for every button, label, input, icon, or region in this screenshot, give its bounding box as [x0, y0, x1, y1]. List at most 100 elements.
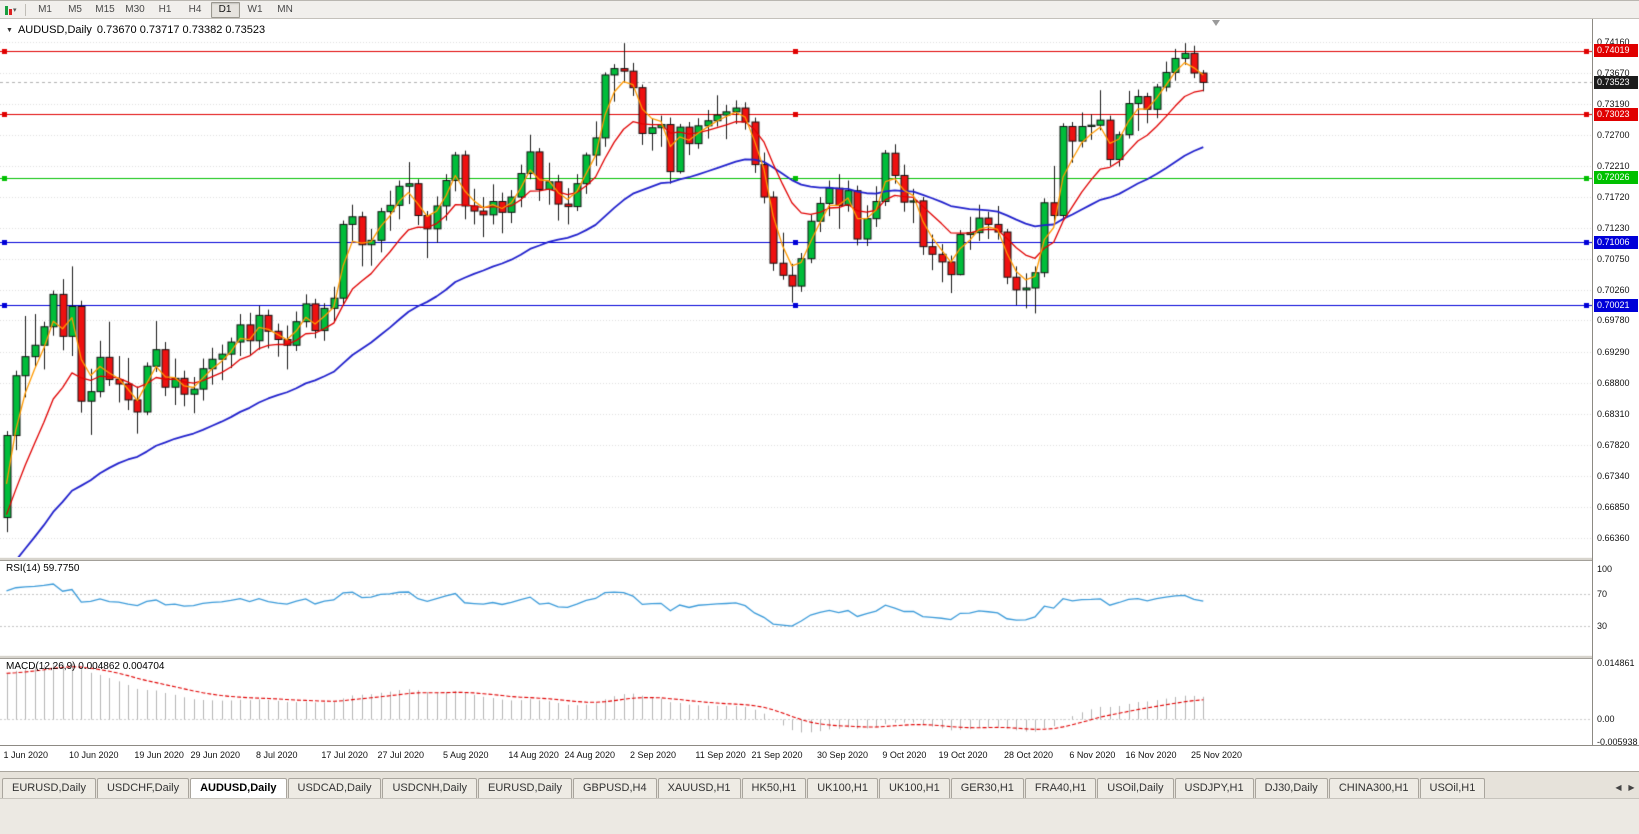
date-tick-label: 11 Sep 2020 — [695, 750, 746, 760]
level-price-label: 0.73023 — [1594, 107, 1638, 121]
chart-tab-fra40-h1[interactable]: FRA40,H1 — [1024, 778, 1097, 798]
chart-tab-uk100-h1[interactable]: UK100,H1 — [878, 778, 950, 798]
date-tick-label: 1 Jun 2020 — [3, 750, 49, 760]
chart-tab-gbpusd-h4[interactable]: GBPUSD,H4 — [573, 778, 657, 798]
chevron-down-icon[interactable]: ▾ — [13, 6, 17, 14]
chart-title: ▼ AUDUSD,Daily 0.73670 0.73717 0.73382 0… — [6, 24, 265, 36]
chart-tab-usoil-h1[interactable]: USOil,H1 — [1419, 778, 1486, 798]
chart-tab-dj30-daily[interactable]: DJ30,Daily — [1254, 778, 1328, 798]
toolbar-divider — [24, 3, 26, 16]
level-price-label: 0.70021 — [1594, 298, 1638, 312]
current-price-label: 0.73523 — [1594, 75, 1638, 89]
chart-type-button[interactable]: ▾ — [3, 2, 19, 17]
rsi-panel-canvas[interactable] — [0, 561, 1592, 655]
chart-ohlc-values: 0.73670 0.73717 0.73382 0.73523 — [96, 24, 266, 36]
timeframe-button-mn[interactable]: MN — [277, 3, 293, 15]
price-tick-label: 0.67340 — [1597, 470, 1630, 481]
price-tick-label: 0.69290 — [1597, 346, 1630, 357]
timeframe-button-m1[interactable]: M1 — [38, 3, 52, 15]
date-tick-label: 17 Jul 2020 — [321, 750, 368, 760]
price-tick-label: 0.73670 — [1597, 68, 1630, 79]
time-axis[interactable]: 1 Jun 2020 10 Jun 2020 19 Jun 2020 29 Jun 2… — [0, 745, 1639, 771]
chart-tab-bar: EURUSD,Daily USDCHF,Daily AUDUSD,Daily USDC… — [0, 771, 1639, 798]
price-tick-label: 0.73190 — [1597, 98, 1630, 109]
chart-tab-uk100-h1[interactable]: UK100,H1 — [807, 778, 878, 798]
price-tick-label: 0.72210 — [1597, 160, 1630, 171]
date-tick-label: 5 Aug 2020 — [442, 750, 489, 760]
price-tick-label: 0.67820 — [1597, 440, 1630, 451]
date-tick-label: 21 Sep 2020 — [751, 750, 803, 760]
macd-tick-label: 0.00 — [1597, 714, 1615, 725]
timeframe-button-group: M1 M5 M15 M30 H1 H4 D1 W1 MN — [31, 1, 300, 18]
level-price-label: 0.72026 — [1594, 171, 1638, 185]
timeframe-button-d1[interactable]: D1 — [210, 1, 240, 18]
macd-panel-canvas[interactable] — [0, 659, 1592, 745]
price-tick-label: 0.70260 — [1597, 284, 1630, 295]
price-tick-label: 0.71230 — [1597, 223, 1630, 234]
collapse-triangle-icon[interactable]: ▼ — [6, 26, 13, 34]
timeframe-button-w1[interactable]: W1 — [247, 3, 263, 15]
timeframe-button-m15[interactable]: M15 — [95, 3, 115, 15]
tab-scroll-buttons: ◀ ▶ — [1612, 779, 1638, 796]
chart-tab-hk50-h1[interactable]: HK50,H1 — [741, 778, 807, 798]
price-tick-label: 0.69780 — [1597, 315, 1630, 326]
date-tick-label: 14 Aug 2020 — [508, 750, 559, 760]
chart-tab-usoil-daily[interactable]: USOil,Daily — [1097, 778, 1174, 798]
price-tick-label: 0.68310 — [1597, 408, 1630, 419]
macd-tick-label: -0.005938 — [1597, 736, 1638, 747]
tab-scroll-right-icon[interactable]: ▶ — [1625, 779, 1638, 796]
date-tick-label: 24 Aug 2020 — [564, 750, 616, 760]
status-bar — [0, 798, 1639, 834]
date-tick-label: 19 Jun 2020 — [134, 750, 184, 760]
date-tick-label: 19 Oct 2020 — [938, 750, 988, 760]
rsi-tick-label: 30 — [1597, 621, 1608, 632]
date-tick-label: 28 Oct 2020 — [1003, 750, 1053, 760]
date-tick-label: 30 Sep 2020 — [816, 750, 868, 760]
chart-tab-audusd-daily[interactable]: AUDUSD,Daily — [190, 778, 287, 798]
timeframe-button-h1[interactable]: H1 — [158, 3, 172, 15]
macd-tick-label: 0.014861 — [1597, 657, 1635, 668]
chart-tab-eurusd-daily[interactable]: EURUSD,Daily — [2, 778, 96, 798]
chart-tab-usdchf-daily[interactable]: USDCHF,Daily — [96, 778, 190, 798]
chart-tab-usdcnh-daily[interactable]: USDCNH,Daily — [382, 778, 478, 798]
price-tick-label: 0.68800 — [1597, 377, 1630, 388]
chart-toolbar: ▾ M1 M5 M15 M30 H1 H4 D1 W1 MN — [0, 1, 1639, 19]
chart-tab-eurusd-daily[interactable]: EURUSD,Daily — [478, 778, 572, 798]
price-tick-label: 0.74160 — [1597, 36, 1630, 47]
price-tick-label: 0.72700 — [1597, 129, 1630, 140]
candlestick-chart-icon — [5, 5, 12, 15]
chart-symbol-label: AUDUSD,Daily — [17, 24, 92, 36]
main-chart-canvas[interactable] — [0, 19, 1592, 557]
timeframe-button-m30[interactable]: M30 — [125, 3, 145, 15]
date-tick-label: 10 Jun 2020 — [68, 750, 119, 760]
date-tick-label: 16 Nov 2020 — [1125, 750, 1177, 760]
level-price-label: 0.74019 — [1594, 44, 1638, 58]
date-tick-label: 2 Sep 2020 — [629, 750, 676, 760]
date-tick-label: 8 Jul 2020 — [255, 750, 298, 760]
timeframe-button-m5[interactable]: M5 — [68, 3, 82, 15]
chart-tab-ger30-h1[interactable]: GER30,H1 — [950, 778, 1024, 798]
level-price-label: 0.71006 — [1594, 235, 1638, 249]
date-tick-label: 9 Oct 2020 — [882, 750, 927, 760]
chart-tab-usdcad-daily[interactable]: USDCAD,Daily — [287, 778, 382, 798]
macd-indicator-label: MACD(12,26,9) 0.004862 0.004704 — [6, 661, 165, 672]
price-tick-label: 0.66360 — [1597, 532, 1630, 543]
rsi-tick-label: 70 — [1597, 588, 1608, 599]
date-tick-label: 6 Nov 2020 — [1069, 750, 1116, 760]
date-tick-label: 25 Nov 2020 — [1190, 750, 1242, 760]
chart-tab-xauusd-h1[interactable]: XAUUSD,H1 — [657, 778, 741, 798]
tab-scroll-left-icon[interactable]: ◀ — [1612, 779, 1625, 796]
date-tick-label: 27 Jul 2020 — [377, 750, 425, 760]
timeframe-button-h4[interactable]: H4 — [188, 3, 202, 15]
chart-tab-china300-h1[interactable]: CHINA300,H1 — [1328, 778, 1419, 798]
price-axis[interactable]: 0.74160 0.73670 0.73190 0.72700 0.72210 0.717… — [1592, 19, 1639, 747]
rsi-tick-label: 100 — [1597, 564, 1613, 575]
price-tick-label: 0.66850 — [1597, 501, 1630, 512]
panel-splitter-macd[interactable] — [0, 655, 1639, 659]
price-tick-label: 0.70750 — [1597, 253, 1630, 264]
date-tick-label: 29 Jun 2020 — [190, 750, 241, 760]
chart-tab-usdjpy-h1[interactable]: USDJPY,H1 — [1174, 778, 1254, 798]
chart-shift-marker[interactable] — [1212, 20, 1220, 26]
panel-splitter-rsi[interactable] — [0, 557, 1639, 561]
